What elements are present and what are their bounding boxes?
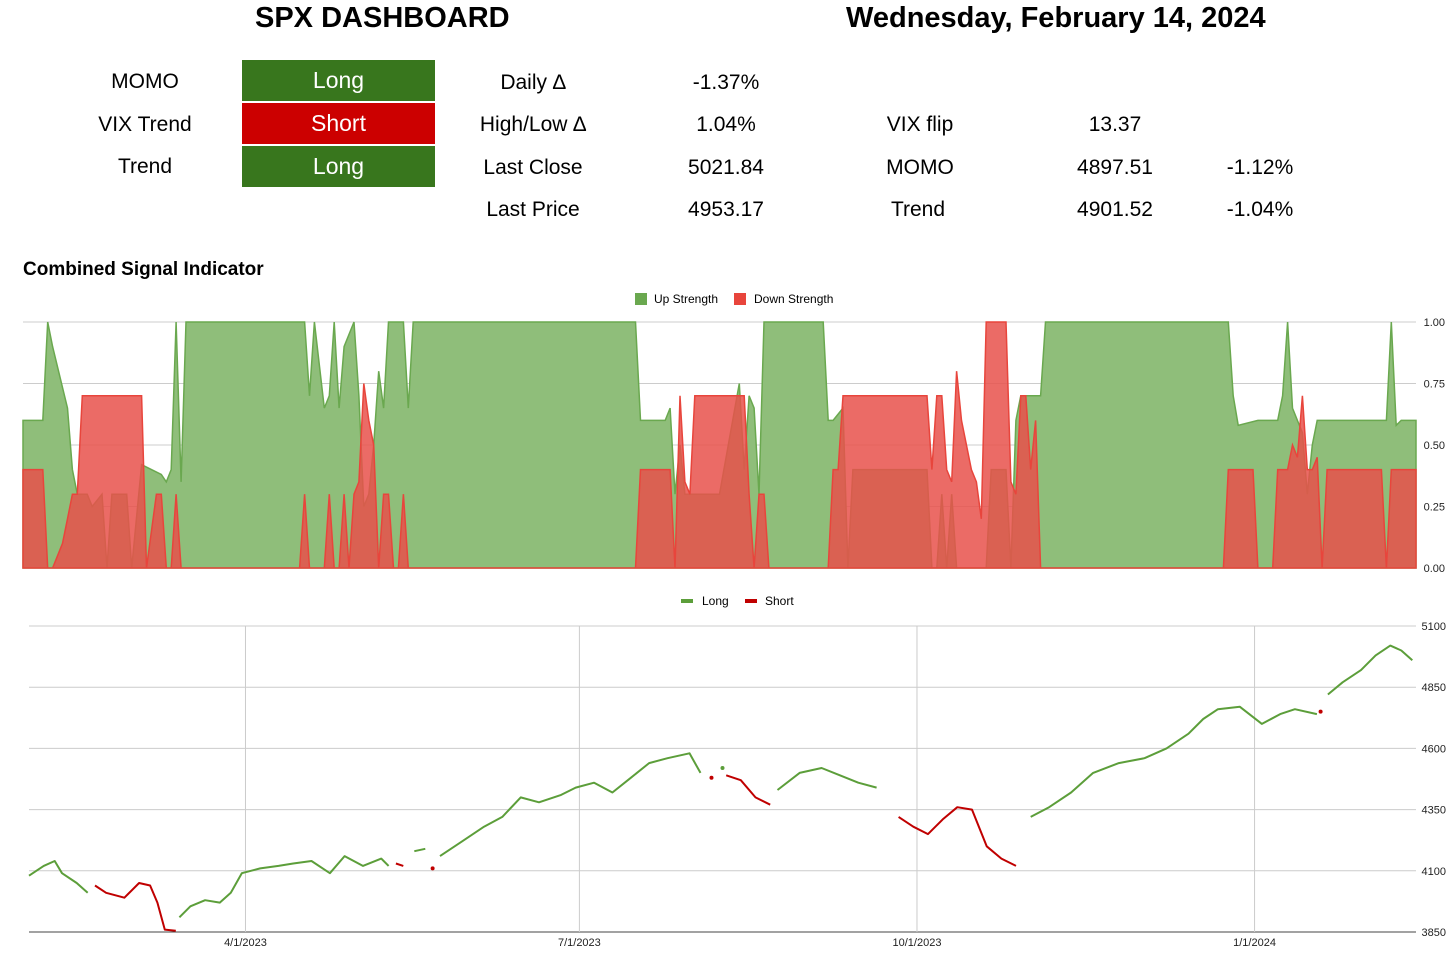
price-line-short bbox=[395, 862, 404, 867]
y-tick-label: 0.75 bbox=[1424, 379, 1445, 391]
signal-badge-vix-trend: Short bbox=[242, 103, 435, 144]
stat-label-last-price: Last Price bbox=[486, 198, 580, 221]
stat-value-momo: 4897.51 bbox=[1077, 156, 1153, 179]
price-line-long bbox=[1327, 644, 1413, 696]
signal-y-axis: 0.00 0.25 0.50 0.75 1.00 bbox=[1424, 317, 1445, 575]
price-point-short bbox=[1318, 709, 1323, 714]
price-chart: Long Short 3850 4100 4350 4600 4850 5100 4/1/… bbox=[28, 594, 1446, 949]
price-x-axis: 4/1/2023 7/1/2023 10/1/2023 1/1/2024 bbox=[224, 937, 1276, 949]
y-tick-label: 1.00 bbox=[1424, 317, 1445, 329]
price-line-long bbox=[1030, 705, 1318, 818]
stat-value-high-low-delta: 1.04% bbox=[696, 113, 756, 136]
price-legend: Long Short bbox=[681, 594, 794, 608]
signal-label-vix-trend: VIX Trend bbox=[98, 113, 192, 136]
y-tick-label: 4850 bbox=[1422, 682, 1446, 694]
signal-label-momo: MOMO bbox=[111, 70, 179, 93]
price-line-short bbox=[94, 882, 176, 932]
legend-label-up-strength: Up Strength bbox=[654, 292, 718, 306]
stat-value-last-close: 5021.84 bbox=[688, 156, 764, 179]
price-line-long bbox=[178, 855, 390, 919]
price-line-long bbox=[776, 767, 877, 791]
down-strength-area bbox=[22, 321, 1417, 569]
stat-label-high-low-delta: High/Low ∆ bbox=[479, 113, 587, 136]
signal-value: Short bbox=[311, 110, 366, 136]
price-line-long bbox=[28, 860, 89, 894]
price-series bbox=[28, 644, 1413, 932]
price-point-long bbox=[720, 765, 725, 770]
legend-swatch-down-strength bbox=[734, 293, 746, 305]
signal-legend: Up Strength Down Strength bbox=[635, 292, 833, 306]
stat-pct-trend: -1.04% bbox=[1226, 198, 1294, 221]
x-tick-label: 7/1/2023 bbox=[558, 937, 601, 949]
price-line-short bbox=[898, 806, 1017, 867]
combined-signal-title: Combined Signal Indicator bbox=[23, 259, 264, 280]
legend-swatch-short bbox=[745, 599, 757, 603]
y-tick-label: 0.25 bbox=[1424, 502, 1445, 514]
y-tick-label: 4600 bbox=[1422, 743, 1446, 755]
price-point-short bbox=[430, 866, 435, 871]
y-tick-label: 5100 bbox=[1422, 621, 1446, 633]
stat-value-last-price: 4953.17 bbox=[688, 198, 764, 221]
signal-badge-momo: Long bbox=[242, 60, 435, 101]
legend-swatch-up-strength bbox=[635, 293, 647, 305]
y-tick-label: 0.50 bbox=[1424, 440, 1445, 452]
stat-label-momo: MOMO bbox=[886, 156, 954, 179]
stat-label-trend: Trend bbox=[890, 198, 946, 221]
stat-label-daily-delta: Daily ∆ bbox=[500, 71, 566, 94]
stat-value-trend: 4901.52 bbox=[1077, 198, 1153, 221]
stat-label-vix-flip: VIX flip bbox=[886, 113, 954, 136]
signal-label-trend: Trend bbox=[117, 155, 173, 178]
legend-label-down-strength: Down Strength bbox=[754, 292, 833, 306]
combined-signal-chart: Up Strength Down Strength 0.000.250.500.… bbox=[22, 292, 1445, 575]
stat-value-daily-delta: -1.37% bbox=[692, 71, 760, 94]
stat-pct-momo: -1.12% bbox=[1226, 156, 1294, 179]
signal-value: Long bbox=[312, 67, 365, 93]
y-tick-label: 4100 bbox=[1422, 866, 1446, 878]
legend-swatch-long bbox=[681, 599, 693, 603]
legend-label-long: Long bbox=[702, 594, 729, 608]
y-tick-label: 4350 bbox=[1422, 805, 1446, 817]
x-tick-label: 10/1/2023 bbox=[893, 937, 942, 949]
y-tick-label: 3850 bbox=[1422, 927, 1446, 939]
price-line-long bbox=[439, 752, 702, 857]
signal-badge-trend: Long bbox=[242, 146, 435, 187]
price-line-long bbox=[414, 847, 426, 853]
stat-label-last-close: Last Close bbox=[483, 156, 583, 179]
x-tick-label: 4/1/2023 bbox=[224, 937, 267, 949]
dashboard-title: SPX DASHBOARD bbox=[255, 2, 510, 34]
stat-value-vix-flip: 13.37 bbox=[1088, 113, 1142, 136]
y-tick-label: 0.00 bbox=[1424, 563, 1445, 575]
dashboard-date: Wednesday, February 14, 2024 bbox=[846, 2, 1266, 34]
price-point-short bbox=[709, 775, 714, 780]
price-y-axis: 3850 4100 4350 4600 4850 5100 bbox=[1422, 621, 1446, 939]
signal-value: Long bbox=[312, 153, 365, 179]
price-line-short bbox=[725, 774, 771, 806]
price-gridlines bbox=[29, 625, 1416, 933]
x-tick-label: 1/1/2024 bbox=[1233, 937, 1276, 949]
legend-label-short: Short bbox=[765, 594, 794, 608]
